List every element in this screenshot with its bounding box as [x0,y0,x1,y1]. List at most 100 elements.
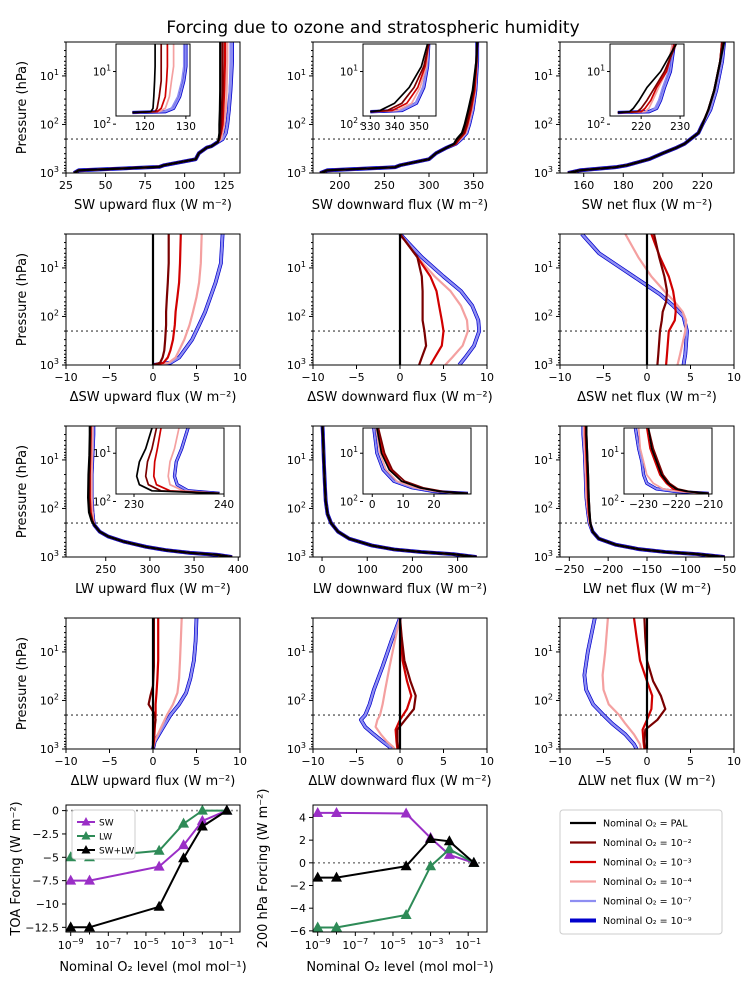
y-axis-label: Pressure (hPa) [15,61,30,154]
x-tick-label: 5 [193,755,200,768]
data-marker-sw [84,874,96,885]
series-line-lw [317,847,475,929]
series-line-PAL [567,42,726,173]
inset-y-tick-exponent: 1 [106,445,111,454]
series-line-1e-3 [132,44,169,114]
inset-y-tick-exponent: 1 [614,445,619,454]
x-tick-label: 10−5 [133,937,159,952]
y-tick-exponent: 2 [54,116,59,125]
y-tick-label: −2 [290,880,306,893]
x-tick-label: 400 [228,563,249,576]
data-marker-swlw [196,820,208,831]
y-tick-exponent: 2 [548,308,553,317]
x-axis-label: LW net flux (W m⁻²) [583,582,712,597]
inset-y-tick-label: 102 [587,116,605,131]
series-line-1e-2 [152,234,170,365]
inset-x-tick-label: 230 [670,121,690,133]
inset-x-tick-label: 330 [360,121,380,133]
oxygen-legend-label: Nominal O₂ = 10⁻³ [603,858,692,869]
y-tick-exponent: 1 [54,260,59,269]
x-tick-label: 75 [138,179,152,192]
inset-frame-top [609,43,685,117]
x-axis-label: ΔSW net flux (W m⁻²) [577,390,717,405]
inset-y-tick-exponent: 2 [353,493,358,502]
x-axis-label: SW net flux (W m⁻²) [582,198,713,213]
inset-y-tick-label: 101 [340,64,358,79]
y-tick-exponent: 3 [301,549,306,558]
inset-x-tick-label: 350 [409,121,429,133]
oxygen-legend-label: Nominal O₂ = 10⁻⁴ [603,877,692,888]
y-tick-label: 101 [40,452,59,467]
data-marker-lw [196,804,208,815]
x-tick-label: 10 [233,371,247,384]
series-line-1e-2 [652,234,669,365]
inset-sw_up: 120 130 101 102 [93,43,196,133]
y-tick-label: 102 [534,308,553,323]
inset-y-tick-label: 101 [587,64,605,79]
data-marker-sw [400,807,412,818]
inset-x-tick-label: 20 [427,499,440,511]
series-line-1e-7 [152,234,224,365]
y-tick-exponent: 3 [301,165,306,174]
series-line-1e-4 [624,234,688,365]
axes-frame [312,425,488,558]
oxygen-legend: Nominal O₂ = PAL Nominal O₂ = 10⁻² Nominal… [559,809,723,935]
oxygen-legend-label: Nominal O₂ = 10⁻⁹ [603,916,692,927]
data-marker-lw [153,844,165,855]
y-tick-exponent: 1 [548,644,553,653]
y-tick-label: 101 [534,68,553,83]
y-tick-exponent: 2 [548,692,553,701]
series-line-1e-2 [396,618,417,749]
y-tick-exponent: 3 [548,165,553,174]
y-axis-label: Pressure (hPa) [15,637,30,730]
chart-dlw_net: −10 −5 0 5 10 101 102 103 ΔLW net flux (W m⁻²) [534,617,741,789]
axes-frame [312,41,488,174]
data-marker-lw [331,921,343,932]
x-tick-label: 10 [480,755,494,768]
x-axis-label: ΔSW downward flux (W m⁻²) [307,390,492,405]
y-tick-label: 102 [534,500,553,515]
chart-dlw_up: −10 −5 0 5 10 101 102 103 ΔLW upward flux (W m⁻²… [15,617,247,789]
y-tick-label: −12.5 [25,921,59,934]
chart-lw_net: −250 −200 −150 −100 −50 101 102 103 LW net flux … [534,425,736,597]
y-tick-label: 103 [534,549,553,564]
y-tick-exponent: 2 [301,500,306,509]
x-tick-label: 250 [374,179,395,192]
x-axis-label: ΔSW upward flux (W m⁻²) [70,390,237,405]
y-tick-label: 101 [40,644,59,659]
inset-y-tick-label: 102 [601,493,619,508]
y-tick-label: 103 [534,165,553,180]
series-line-PAL [617,44,677,114]
y-tick-label: 102 [287,500,306,515]
y-tick-label: 0 [299,857,306,870]
x-tick-label: 10−1 [208,937,234,952]
series-line-PAL [585,426,725,557]
y-tick-exponent: 3 [548,741,553,750]
y-tick-label: 103 [287,549,306,564]
x-tick-exponent: −1 [469,937,481,946]
inset-x-tick-label: 220 [631,121,651,133]
x-tick-label: 5 [440,371,447,384]
inset-sw_down: 330 340 350 101 102 [340,43,437,133]
inset-y-tick-exponent: 2 [600,116,605,125]
inset-frame-top [362,43,437,117]
data-marker-sw [178,839,190,850]
data-marker-sw [196,814,208,825]
data-marker-swlw [65,921,77,932]
x-tick-label: 350 [184,563,205,576]
data-marker-lw [425,860,437,871]
x-tick-label: 300 [139,563,160,576]
y-tick-label: 101 [534,452,553,467]
chart-hpa200: 4 2 0 −2 −4 −610−9 10−7 10−5 10−3 10−1 Nominal O₂ … [256,789,494,975]
y-tick-exponent: 1 [301,644,306,653]
y-tick-label: 103 [287,357,306,372]
x-tick-label: −5 [348,371,364,384]
figure-title: Forcing due to ozone and stratospheric h… [166,18,579,38]
inset-y-tick-label: 101 [601,445,619,460]
y-tick-label: 101 [40,260,59,275]
series-line-1e-7 [359,618,402,749]
series-line-1e-3 [394,618,413,749]
series-line-PAL [321,426,477,557]
y-tick-exponent: 3 [548,549,553,558]
